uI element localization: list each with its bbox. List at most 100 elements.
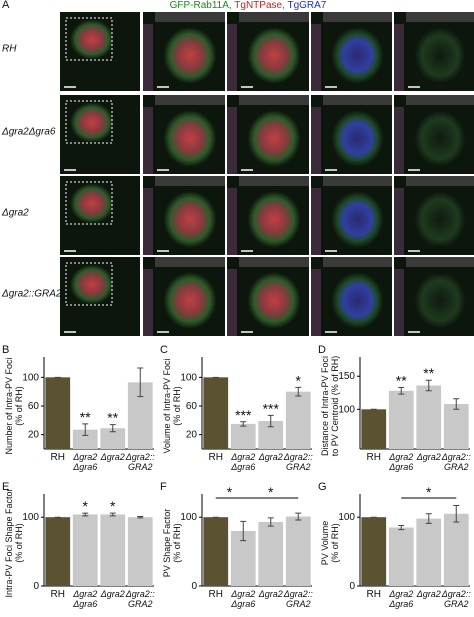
x-tick-label: Δgra2 [100, 589, 125, 599]
x-tick-label: Δgra2 Δgra6 [388, 589, 413, 609]
bar [443, 513, 469, 586]
error-bar [398, 386, 405, 395]
row-label: Δgra2::GRA2 [1, 289, 62, 300]
error-bar [425, 513, 432, 524]
side-strip [227, 188, 237, 255]
x-tick-label: Δgra2:: GRA2 [125, 589, 156, 609]
top-strip [406, 176, 474, 186]
bar [127, 517, 153, 586]
vacuole [331, 27, 384, 84]
side-strip [394, 188, 404, 255]
bar [285, 516, 311, 586]
panel-label: D [318, 344, 326, 356]
x-tick-label: Δgra2 [258, 452, 283, 462]
vacuole [70, 102, 114, 143]
x-tick-label: Δgra2:: GRA2 [125, 452, 156, 472]
bar [203, 377, 229, 449]
vacuole [247, 191, 301, 248]
significance: ** [396, 372, 407, 388]
side-strip [394, 269, 404, 336]
y-tick-label: 150 [338, 371, 355, 382]
side-strip [143, 269, 153, 336]
bar [230, 423, 256, 449]
vacuole [331, 191, 384, 248]
panel-label: A [2, 0, 10, 11]
x-tick-label: Δgra2:: GRA2 [283, 452, 314, 472]
panel-label: C [160, 344, 168, 356]
error-bar [240, 520, 247, 542]
vacuole [247, 110, 301, 167]
error-bar [267, 414, 274, 428]
side-strip [227, 269, 237, 336]
vacuole [414, 110, 466, 167]
side-strip [227, 107, 237, 174]
bar [72, 514, 98, 586]
x-tick-label: Δgra2 Δgra6 [230, 452, 255, 472]
significance: *** [263, 400, 280, 416]
legend-entry: GFP-Rab11A, [170, 0, 232, 11]
x-tick-label: RH [209, 589, 223, 600]
vacuole [414, 191, 466, 248]
side-strip [394, 107, 404, 174]
y-tick-label: 20 [28, 430, 40, 441]
x-tick-label: Δgra2:: GRA2 [441, 452, 472, 472]
y-tick-label: 100 [22, 512, 39, 523]
x-tick-label: Δgra2 [416, 589, 441, 599]
row-label: Δgra2Δgra6 [1, 127, 56, 138]
significance: * [268, 484, 274, 500]
x-tick-label: RH [209, 452, 223, 463]
bar [72, 429, 98, 449]
error-bar [109, 424, 116, 433]
y-axis-label: PV Shape Factor(% of RH) [162, 509, 182, 578]
side-strip [143, 188, 153, 255]
top-strip [323, 12, 392, 22]
vacuole [247, 272, 301, 329]
error-bar [82, 423, 89, 436]
vacuole [163, 191, 217, 248]
significance: *** [235, 407, 252, 423]
x-tick-label: RH [51, 452, 65, 463]
y-tick-label: 20 [186, 430, 198, 441]
bar [203, 517, 229, 586]
y-axis-label: Number of Intra-PV Foci(% of RH) [4, 357, 24, 454]
x-tick-label: Δgra2 Δgra6 [72, 452, 97, 472]
bar [361, 409, 387, 449]
top-strip [155, 12, 225, 22]
side-strip [227, 24, 237, 91]
error-bar [267, 517, 274, 527]
significance: ** [80, 409, 91, 425]
vacuole [70, 19, 114, 60]
top-strip [239, 95, 309, 105]
y-tick-label: 60 [28, 401, 40, 412]
side-strip [394, 24, 404, 91]
significance: * [426, 484, 432, 500]
top-strip [323, 95, 392, 105]
vacuole [163, 110, 217, 167]
bar [285, 391, 311, 449]
top-strip [406, 12, 474, 22]
legend-entry: TgNTPase, [232, 0, 285, 11]
significance: * [296, 372, 302, 388]
y-tick-label: 100 [338, 512, 355, 523]
x-tick-label: RH [51, 589, 65, 600]
error-bar [137, 367, 144, 398]
panel-label: B [2, 344, 9, 356]
panel-label: E [2, 481, 9, 493]
significance: ** [423, 365, 434, 381]
legend-entry: TgGRA7 [285, 0, 327, 11]
y-tick-label: 0 [349, 581, 355, 592]
side-strip [311, 107, 321, 174]
x-tick-label: Δgra2 Δgra6 [230, 589, 255, 609]
vacuole [70, 264, 114, 305]
bar [416, 385, 442, 449]
x-tick-label: Δgra2:: GRA2 [441, 589, 472, 609]
y-tick-label: 60 [186, 401, 198, 412]
top-strip [155, 95, 225, 105]
top-strip [406, 95, 474, 105]
error-bar [453, 505, 460, 523]
vacuole [331, 110, 384, 167]
vacuole [70, 183, 114, 224]
vacuole [163, 272, 217, 329]
vacuole [247, 27, 301, 84]
